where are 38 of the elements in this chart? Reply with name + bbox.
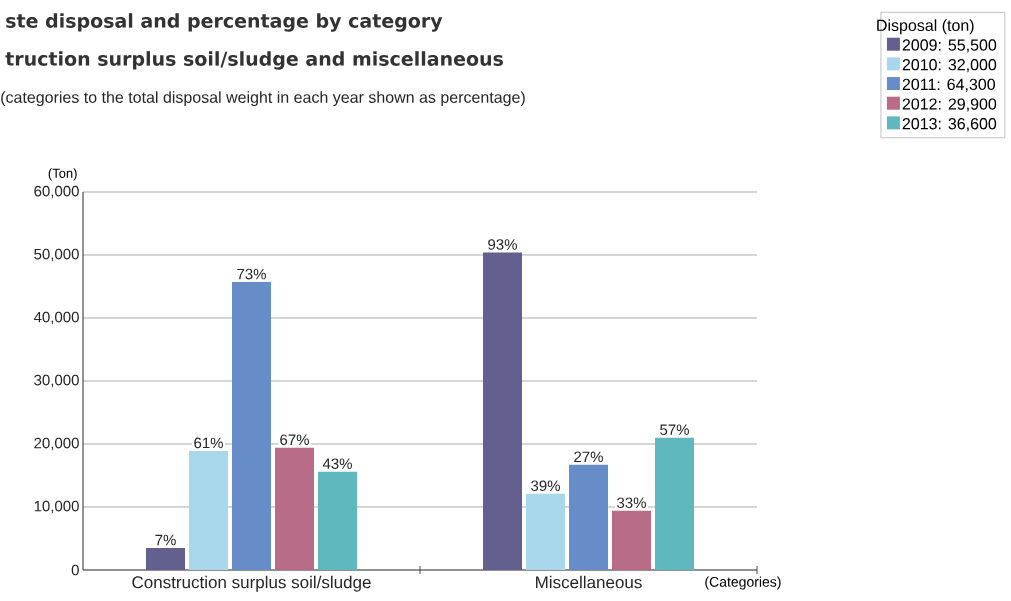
annotation: 61% xyxy=(194,437,223,449)
bar xyxy=(189,450,229,570)
y-tick-label: 0 xyxy=(71,564,79,576)
bar xyxy=(526,493,566,570)
annotation: 27% xyxy=(574,451,603,463)
annotation: 67% xyxy=(280,434,309,446)
x-axis-title: (Categories) xyxy=(705,576,781,590)
chart-subtitle: truction surplus soil/sludge and miscellaneous xyxy=(5,51,503,70)
x-tick-label: Construction surplus soil/sludge xyxy=(132,575,371,592)
annotation: 7% xyxy=(155,534,176,546)
x-tick-label: Miscellaneous xyxy=(536,575,642,589)
bar xyxy=(232,282,272,570)
annotation: 33% xyxy=(617,497,646,509)
y-tick-label: 20,000 xyxy=(34,437,79,451)
bar xyxy=(483,252,523,570)
bar xyxy=(655,437,694,570)
annotation: 39% xyxy=(531,480,560,492)
annotation: 43% xyxy=(322,458,352,469)
legend-label: 2009: 55,500 xyxy=(902,39,997,53)
bar xyxy=(569,464,609,570)
y-tick-label: 10,000 xyxy=(34,500,79,514)
legend-label: 2010: 32,000 xyxy=(902,59,997,73)
annotation: 73% xyxy=(237,268,266,280)
legend-label: 2013: 36,600 xyxy=(902,118,997,132)
y-axis-title: (Ton) xyxy=(48,168,77,181)
text: (categories to the total disposal weight in each year shown as percentage) xyxy=(1,91,525,107)
y-tick-label: 60,000 xyxy=(34,185,79,199)
y-tick-label: 50,000 xyxy=(34,248,79,262)
y-tick-label: 40,000 xyxy=(33,311,79,325)
y-tick-label: 30,000 xyxy=(34,374,79,388)
legend-label: 2011: 64,300 xyxy=(902,78,995,92)
bar xyxy=(146,547,186,570)
annotation: 93% xyxy=(488,239,517,250)
bar xyxy=(318,471,358,570)
annotation: 57% xyxy=(660,424,689,435)
legend-label: 2012: 29,900 xyxy=(902,98,997,112)
legend-title: Disposal (ton) xyxy=(877,19,974,35)
chart-title: ste disposal and percentage by category xyxy=(6,13,443,32)
